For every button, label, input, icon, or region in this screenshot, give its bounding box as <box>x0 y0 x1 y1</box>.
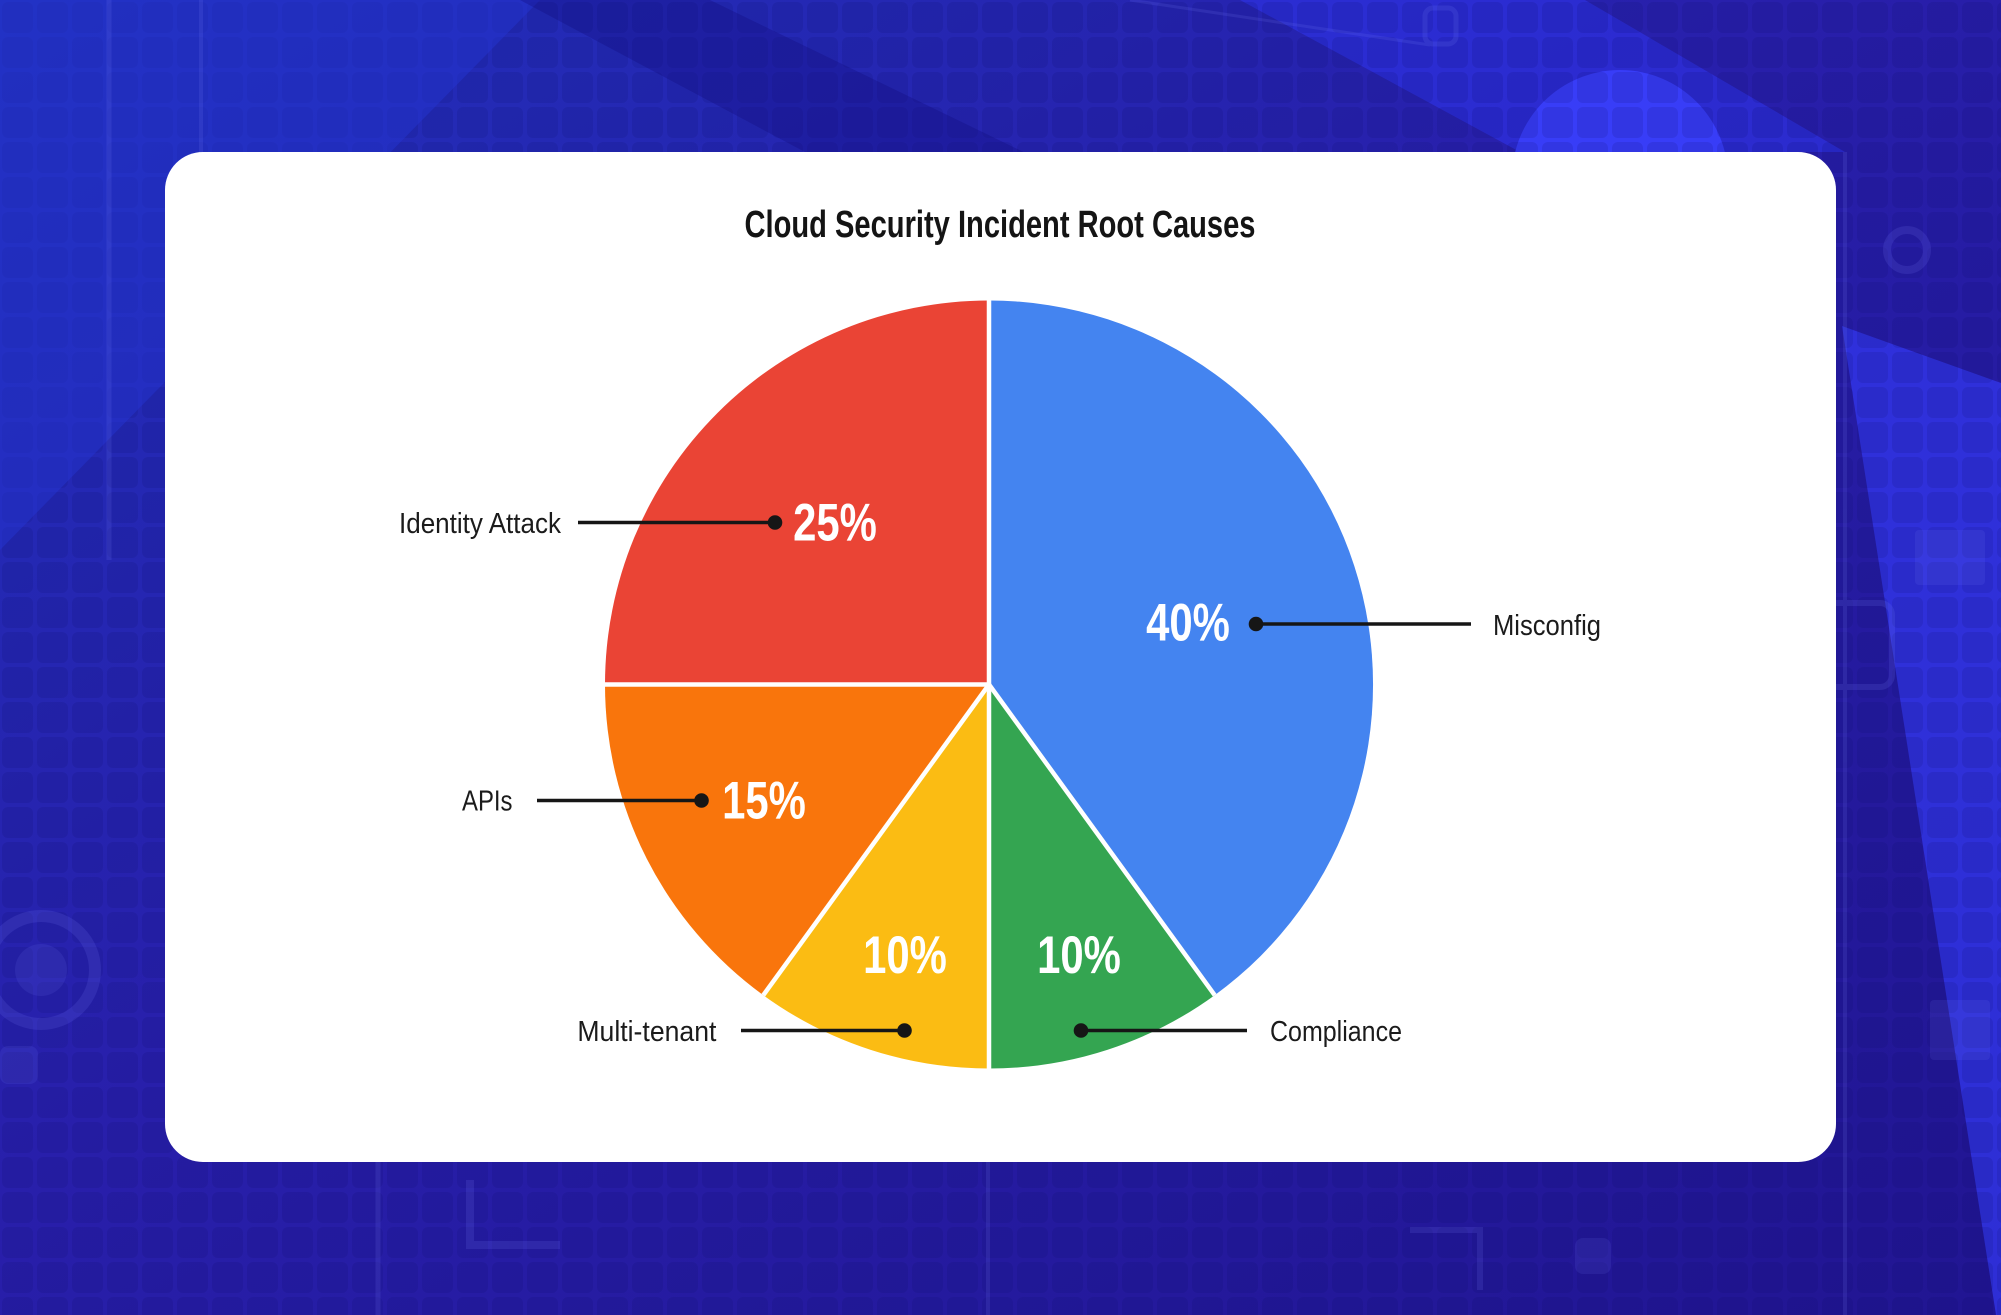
svg-text:Misconfig: Misconfig <box>1493 610 1601 642</box>
svg-text:40%: 40% <box>1146 594 1230 653</box>
svg-text:Compliance: Compliance <box>1270 1016 1402 1048</box>
svg-text:15%: 15% <box>722 772 806 831</box>
svg-text:10%: 10% <box>863 926 947 985</box>
svg-text:Multi-tenant: Multi-tenant <box>577 1016 716 1048</box>
svg-text:Identity Attack: Identity Attack <box>399 508 561 540</box>
svg-text:10%: 10% <box>1037 926 1121 985</box>
svg-text:25%: 25% <box>793 494 877 553</box>
svg-text:APIs: APIs <box>462 786 513 818</box>
svg-text:Cloud Security Incident Root C: Cloud Security Incident Root Causes <box>745 204 1256 246</box>
